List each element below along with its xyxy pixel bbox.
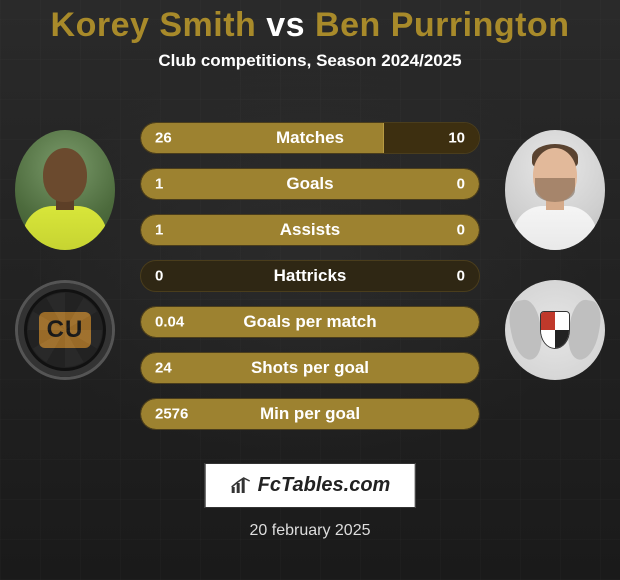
title-vs: vs bbox=[266, 6, 305, 44]
stat-label: Assists bbox=[280, 220, 340, 240]
club1-logo: CU bbox=[15, 280, 115, 380]
stat-label: Hattricks bbox=[274, 266, 347, 286]
player2-silhouette bbox=[520, 140, 590, 250]
footer: FcTables.com 20 february 2025 bbox=[205, 463, 416, 540]
stat-label: Goals per match bbox=[243, 312, 376, 332]
stat-value-left: 2576 bbox=[155, 406, 188, 423]
stat-label: Matches bbox=[276, 128, 344, 148]
stat-row: 0.04 Goals per match bbox=[140, 306, 480, 338]
subtitle: Club competitions, Season 2024/2025 bbox=[0, 51, 620, 71]
stat-row: 26 Matches 10 bbox=[140, 122, 480, 154]
date-text: 20 february 2025 bbox=[250, 522, 371, 540]
player1-silhouette bbox=[30, 140, 100, 250]
stat-row: 1 Goals 0 bbox=[140, 168, 480, 200]
title-player2: Ben Purrington bbox=[315, 6, 569, 44]
stat-value-left: 0.04 bbox=[155, 314, 184, 331]
stat-value-right: 0 bbox=[457, 268, 465, 285]
player-left-col: CU bbox=[10, 130, 120, 380]
stat-value-left: 0 bbox=[155, 268, 163, 285]
club2-shield-fill bbox=[541, 312, 569, 348]
club2-shield bbox=[540, 311, 570, 349]
page-title: Korey Smith vs Ben Purrington bbox=[0, 0, 620, 45]
stats-list: 26 Matches 10 1 Goals 0 1 Assists 0 0 Hattricks 0 0.… bbox=[140, 122, 480, 430]
stat-value-right: 0 bbox=[457, 176, 465, 193]
content-root: Korey Smith vs Ben Purrington Club compe… bbox=[0, 0, 620, 580]
club2-logo bbox=[505, 280, 605, 380]
stat-row: 24 Shots per goal bbox=[140, 352, 480, 384]
stat-value-left: 1 bbox=[155, 176, 163, 193]
chart-icon bbox=[230, 477, 252, 495]
stat-bar-left bbox=[141, 123, 384, 153]
stat-row: 2576 Min per goal bbox=[140, 398, 480, 430]
title-player1: Korey Smith bbox=[51, 6, 257, 44]
stat-label: Min per goal bbox=[260, 404, 360, 424]
stat-row: 1 Assists 0 bbox=[140, 214, 480, 246]
player2-avatar bbox=[505, 130, 605, 250]
player-right-col bbox=[500, 130, 610, 380]
stat-value-right: 10 bbox=[448, 130, 465, 147]
stat-value-left: 1 bbox=[155, 222, 163, 239]
stat-label: Shots per goal bbox=[251, 358, 369, 378]
stat-value-left: 24 bbox=[155, 360, 172, 377]
brand-text: FcTables.com bbox=[258, 474, 391, 497]
stat-row: 0 Hattricks 0 bbox=[140, 260, 480, 292]
brand-box: FcTables.com bbox=[205, 463, 416, 508]
club1-abbrev: CU bbox=[39, 312, 92, 348]
player1-avatar bbox=[15, 130, 115, 250]
stat-value-left: 26 bbox=[155, 130, 172, 147]
stat-label: Goals bbox=[286, 174, 333, 194]
stat-value-right: 0 bbox=[457, 222, 465, 239]
